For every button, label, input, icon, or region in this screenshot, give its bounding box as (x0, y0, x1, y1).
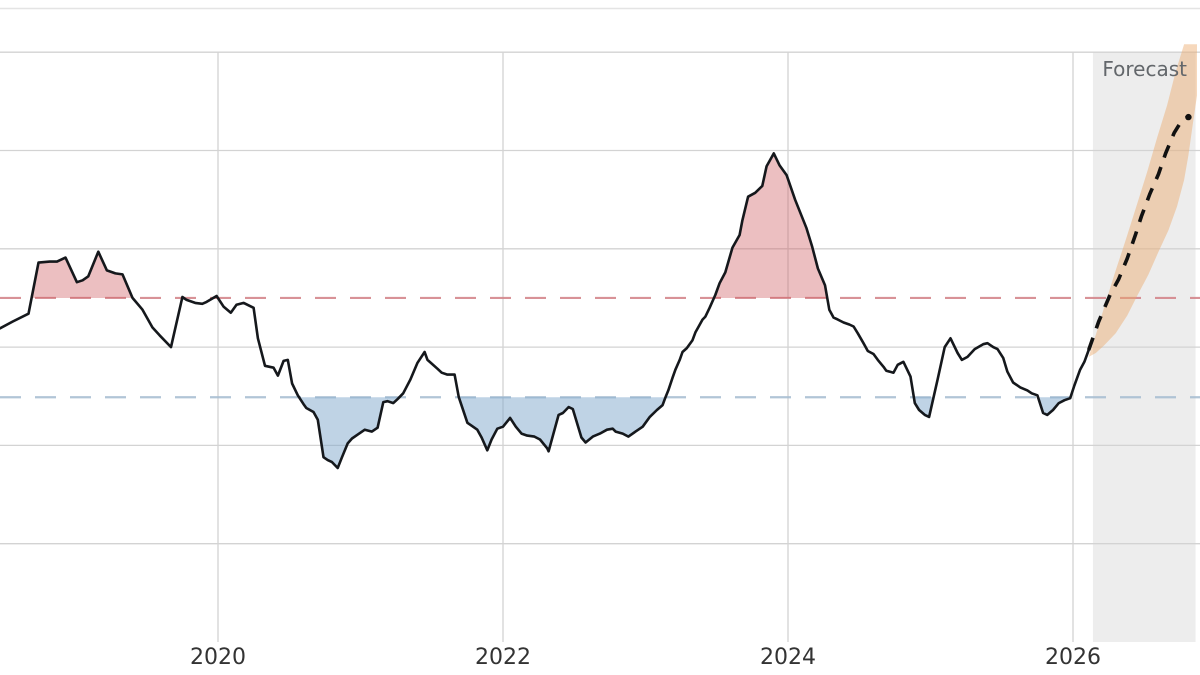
forecast-label: Forecast (1102, 57, 1187, 81)
x-tick-label: 2020 (190, 645, 246, 670)
forecast-confidence-band (1088, 44, 1197, 357)
x-tick-label: 2024 (760, 645, 816, 670)
below-lower-fill (299, 397, 1071, 468)
forecast-dashed-line (1087, 115, 1189, 351)
above-upper-fill (31, 153, 828, 298)
x-tick-label: 2022 (475, 645, 531, 670)
forecast-end-dot (1185, 113, 1192, 121)
x-tick-label: 2026 (1045, 645, 1101, 670)
history-line (0, 152, 1090, 470)
